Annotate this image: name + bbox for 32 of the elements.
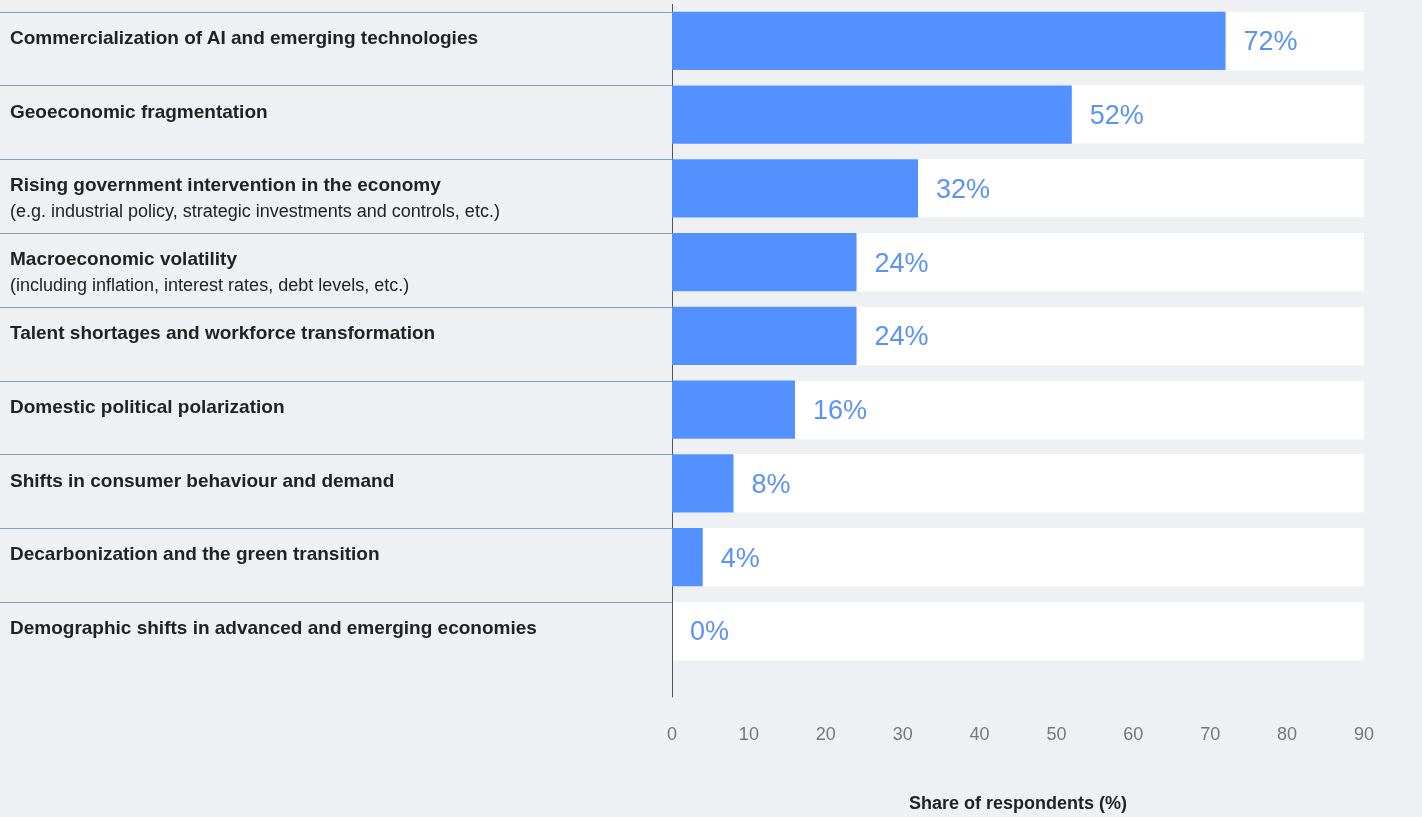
y-tick-label: Decarbonization and the green transition (10, 543, 380, 565)
x-tick-label: 70 (1200, 723, 1221, 744)
y-tick-label: Shifts in consumer behaviour and demand (10, 469, 395, 491)
y-tick-label: Demographic shifts in advanced and emerging economies (10, 617, 537, 639)
y-tick-label: Rising government intervention in the economy (e.g. industrial policy, strategic investments and controls, etc.) (10, 174, 500, 222)
x-tick-label: 10 (738, 723, 759, 744)
x-tick-label: 50 (1046, 723, 1067, 744)
data-label: 24% (874, 321, 929, 352)
data-label: 32% (936, 173, 991, 204)
x-tick-label: 30 (892, 723, 913, 744)
bar (672, 528, 703, 587)
bar (672, 454, 734, 513)
y-tick-label: Macroeconomic volatility (including inflation, interest rates, debt levels, etc.) (10, 248, 410, 295)
x-tick-label: 90 (1353, 723, 1374, 744)
x-tick-label: 40 (969, 723, 990, 744)
y-tick-label: Talent shortages and workforce transformation (10, 322, 436, 343)
data-label: 8% (751, 468, 791, 499)
data-label: 24% (874, 247, 929, 278)
data-label: 72% (1243, 26, 1298, 57)
y-tick-label: Commercialization of AI and emerging technologies (10, 26, 479, 48)
data-label: 16% (813, 395, 868, 426)
x-tick-label: 80 (1277, 723, 1298, 744)
x-tick-label: 60 (1123, 723, 1144, 744)
y-tick-label: Geoeconomic fragmentation (10, 100, 268, 122)
x-tick-label: 0 (666, 723, 678, 744)
x-tick-label: 20 (815, 723, 836, 744)
x-axis-title: Share of respondents (%) (908, 793, 1128, 814)
bar (672, 380, 796, 439)
data-label: 52% (1089, 100, 1144, 131)
y-tick-label: Domestic political polarization (10, 395, 285, 417)
data-label: 4% (720, 542, 760, 573)
data-label: 0% (690, 616, 730, 647)
